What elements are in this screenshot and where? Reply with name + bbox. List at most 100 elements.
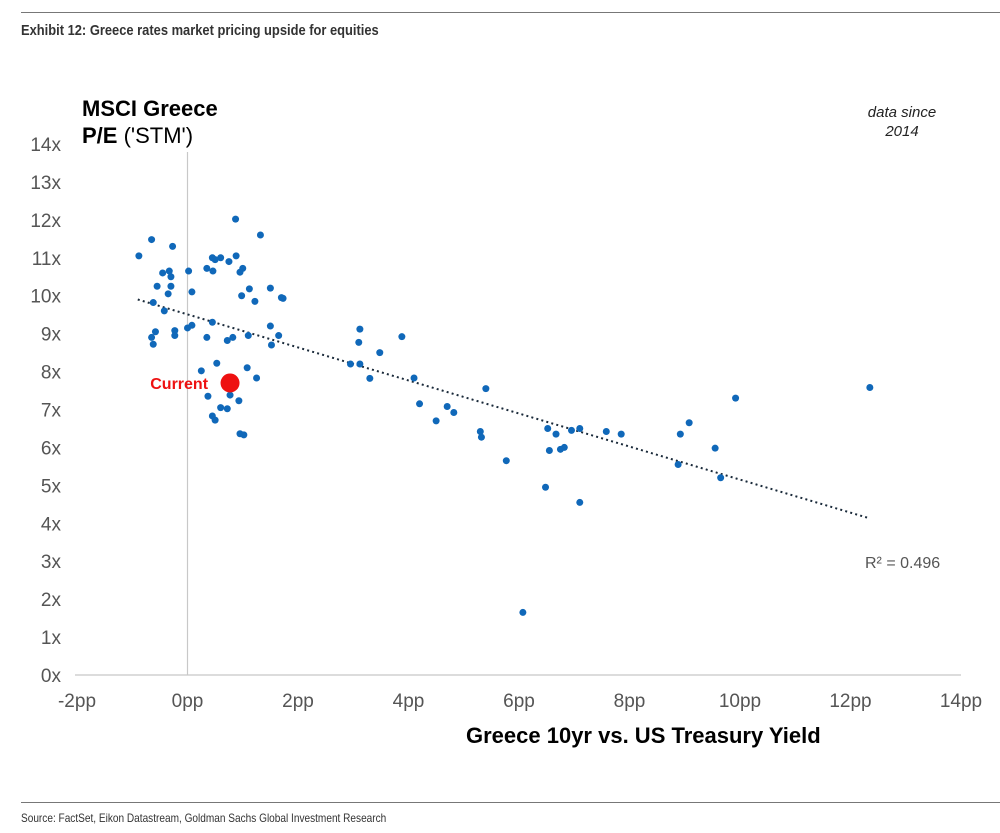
data-point — [149, 299, 157, 307]
data-point — [171, 332, 179, 340]
top-divider — [21, 12, 1000, 13]
data-point — [477, 433, 485, 441]
x-tick-label: 2pp — [282, 691, 314, 712]
data-point — [542, 483, 550, 491]
data-point — [602, 427, 610, 435]
y-tick-label: 3x — [41, 552, 62, 573]
y-tick-label: 1x — [41, 628, 62, 649]
data-point — [239, 264, 247, 272]
x-tick-label: 12pp — [829, 691, 871, 712]
data-point — [674, 460, 682, 468]
data-point — [560, 443, 568, 451]
data-point — [188, 288, 196, 296]
data-point — [226, 391, 234, 399]
data-point — [251, 297, 259, 305]
data-point — [266, 322, 274, 330]
data-point — [244, 332, 252, 340]
data-point — [238, 292, 246, 300]
x-axis-title: Greece 10yr vs. US Treasury Yield — [466, 723, 821, 748]
data-point — [148, 236, 156, 244]
data-point — [676, 430, 684, 438]
data-point — [279, 294, 287, 302]
current-layer: Current — [150, 373, 240, 393]
data-point — [203, 333, 211, 341]
y-tick-label: 5x — [41, 476, 62, 497]
data-point — [211, 416, 219, 424]
data-point — [217, 254, 225, 262]
data-point — [410, 374, 418, 382]
y-tick-label: 7x — [41, 401, 62, 422]
data-point — [203, 264, 211, 272]
x-tick-label: 6pp — [503, 691, 535, 712]
x-tick-label: 0pp — [172, 691, 204, 712]
data-point — [711, 444, 719, 452]
data-point — [617, 430, 625, 438]
data-point — [346, 360, 354, 368]
y-tick-label: 4x — [41, 514, 62, 535]
data-point — [223, 405, 231, 413]
bottom-divider — [21, 802, 1000, 803]
data-point — [211, 256, 219, 264]
y-tick-label: 2x — [41, 590, 62, 611]
data-point — [164, 290, 172, 298]
data-point — [225, 258, 233, 266]
r-squared-label: R² = 0.496 — [865, 555, 940, 572]
x-tick-label: -2pp — [58, 691, 96, 712]
y-axis-title-stm: ('STM') — [117, 123, 194, 148]
data-point — [188, 321, 196, 329]
data-point — [209, 267, 217, 275]
data-point — [151, 328, 159, 336]
points-layer — [135, 215, 874, 616]
x-tick-label: 4pp — [393, 691, 425, 712]
data-point — [159, 269, 167, 277]
data-point — [366, 374, 374, 382]
data-point — [376, 349, 384, 357]
x-tick-label: 14pp — [940, 691, 982, 712]
y-tick-label: 14x — [30, 135, 61, 156]
data-point — [213, 359, 221, 367]
data-point — [450, 409, 458, 417]
y-axis-title-line2: P/E ('STM') — [82, 122, 218, 149]
data-point — [398, 333, 406, 341]
y-tick-label: 9x — [41, 325, 62, 346]
data-point — [167, 273, 175, 281]
data-point — [185, 267, 193, 275]
y-tick-label: 11x — [32, 249, 62, 270]
x-tick-label: 10pp — [719, 691, 761, 712]
data-point — [356, 325, 364, 333]
data-point — [232, 252, 240, 260]
data-point — [355, 338, 363, 346]
data-point — [197, 367, 205, 375]
data-point — [256, 231, 264, 239]
y-tick-label: 10x — [30, 287, 61, 308]
data-point — [240, 431, 248, 439]
data-point — [169, 242, 177, 250]
data-point — [253, 374, 261, 382]
y-tick-label: 0x — [41, 666, 62, 687]
data-point — [232, 215, 240, 223]
data-point — [135, 252, 143, 260]
y-axis-title: MSCI Greece P/E ('STM') — [82, 95, 218, 149]
exhibit-title: Exhibit 12: Greece rates market pricing … — [21, 22, 379, 39]
data-point — [502, 457, 510, 465]
data-point — [217, 404, 225, 412]
axes: 0x 1x 2x 3x 4x 5x 6x 7x 8x 9x 10x 11x 12x 13x 14x -2pp 0… — [30, 135, 982, 712]
data-point — [229, 333, 237, 341]
data-point — [275, 332, 283, 340]
data-point — [204, 392, 212, 400]
data-point — [545, 446, 553, 454]
note-line2: 2014 — [885, 123, 919, 140]
y-axis-title-line1: MSCI Greece — [82, 96, 218, 121]
data-point — [208, 318, 216, 326]
data-point — [717, 474, 725, 482]
data-point — [567, 426, 575, 434]
data-point — [552, 430, 560, 438]
current-point — [220, 373, 240, 393]
y-tick-label: 8x — [41, 363, 62, 384]
data-point — [416, 400, 424, 408]
trendline-layer: R² = 0.496 — [137, 298, 940, 572]
data-point — [243, 364, 251, 372]
data-point — [160, 307, 168, 315]
data-point — [149, 340, 157, 348]
